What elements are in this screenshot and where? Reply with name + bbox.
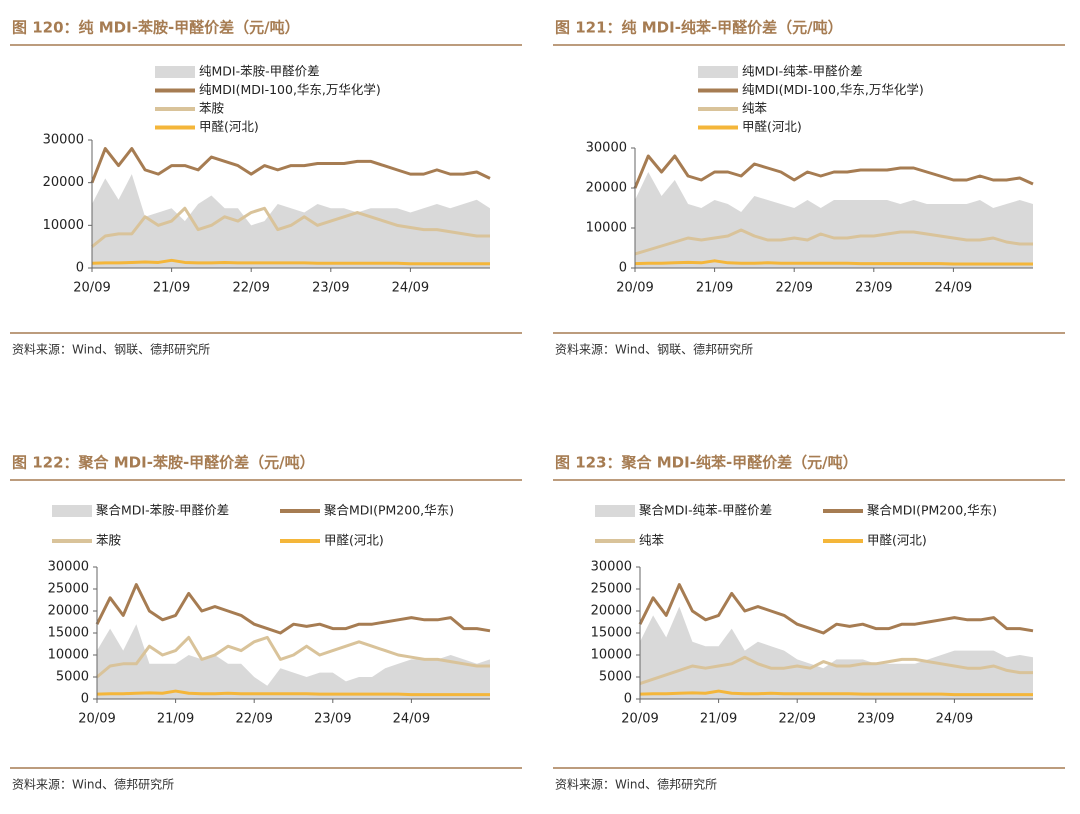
legend-swatch <box>155 66 195 78</box>
figure-title: 图 121：纯 MDI-纯苯-甲醛价差（元/吨） <box>555 19 843 37</box>
y-tick-label: 30000 <box>591 560 632 575</box>
source-note: 资料来源：Wind、钢联、德邦研究所 <box>12 342 210 357</box>
legend-label: 甲醛(河北) <box>199 119 259 134</box>
x-tick-label: 22/09 <box>778 712 815 727</box>
figure-title: 图 123：聚合 MDI-纯苯-甲醛价差（元/吨） <box>555 454 858 472</box>
y-tick-label: 25000 <box>591 582 632 597</box>
spread-area <box>640 606 1033 699</box>
y-tick-label: 30000 <box>586 141 627 156</box>
series-line <box>95 583 491 635</box>
spread-area <box>97 624 490 699</box>
series-line <box>638 583 1034 635</box>
y-tick-label: 20000 <box>586 181 627 196</box>
legend-swatch <box>595 505 635 517</box>
y-tick-label: 30000 <box>43 133 84 148</box>
figure-title: 图 120：纯 MDI-苯胺-甲醛价差（元/吨） <box>12 19 300 37</box>
legend-label: 甲醛(河北) <box>742 119 802 134</box>
y-tick-label: 0 <box>76 261 84 276</box>
x-tick-label: 20/09 <box>621 712 658 727</box>
source-note: 资料来源：Wind、钢联、德邦研究所 <box>555 342 753 357</box>
figure-title: 图 122：聚合 MDI-苯胺-甲醛价差（元/吨） <box>12 454 315 472</box>
y-tick-label: 10000 <box>586 221 627 236</box>
x-tick-label: 20/09 <box>78 712 115 727</box>
legend-label: 纯MDI(MDI-100,华东,万华化学) <box>199 82 381 97</box>
series-line <box>633 154 1034 189</box>
y-tick-label: 5000 <box>599 670 632 685</box>
x-tick-label: 21/09 <box>696 281 733 296</box>
legend-swatch <box>52 505 92 517</box>
y-tick-label: 20000 <box>591 604 632 619</box>
y-tick-label: 20000 <box>43 175 84 190</box>
x-tick-label: 24/09 <box>393 712 430 727</box>
series-line <box>634 259 1033 266</box>
y-tick-label: 0 <box>624 692 632 707</box>
x-tick-label: 23/09 <box>855 281 892 296</box>
series-line <box>91 258 490 266</box>
series-line <box>634 228 1033 256</box>
x-tick-label: 21/09 <box>700 712 737 727</box>
legend-label: 甲醛(河北) <box>867 533 927 548</box>
y-tick-label: 0 <box>81 692 89 707</box>
y-tick-label: 0 <box>619 261 627 276</box>
legend-swatch <box>698 66 738 78</box>
x-tick-label: 21/09 <box>157 712 194 727</box>
source-note: 资料来源：Wind、德邦研究所 <box>555 777 717 792</box>
legend-label: 纯MDI-苯胺-甲醛价差 <box>199 64 320 79</box>
x-tick-label: 23/09 <box>314 712 351 727</box>
series-line <box>639 655 1033 686</box>
legend-label: 聚合MDI-纯苯-甲醛价差 <box>639 503 772 518</box>
spread-area <box>635 172 1033 268</box>
y-tick-label: 5000 <box>56 670 89 685</box>
series-line <box>90 147 491 184</box>
y-tick-label: 15000 <box>48 626 89 641</box>
y-tick-label: 25000 <box>48 582 89 597</box>
y-tick-label: 10000 <box>48 648 89 663</box>
x-tick-label: 24/09 <box>935 281 972 296</box>
y-tick-label: 30000 <box>48 560 89 575</box>
x-tick-label: 22/09 <box>232 281 269 296</box>
x-tick-label: 24/09 <box>936 712 973 727</box>
legend-label: 聚合MDI(PM200,华东) <box>867 503 997 518</box>
x-tick-label: 24/09 <box>392 281 429 296</box>
legend-label: 苯胺 <box>199 101 224 116</box>
y-tick-label: 15000 <box>591 626 632 641</box>
source-note: 资料来源：Wind、德邦研究所 <box>12 777 174 792</box>
series-line <box>96 689 490 697</box>
legend-label: 聚合MDI-苯胺-甲醛价差 <box>96 503 229 518</box>
x-tick-label: 20/09 <box>73 281 110 296</box>
x-tick-label: 22/09 <box>235 712 272 727</box>
y-tick-label: 20000 <box>48 604 89 619</box>
series-line <box>639 689 1033 697</box>
legend-label: 甲醛(河北) <box>324 533 384 548</box>
legend-label: 纯苯 <box>639 533 665 548</box>
legend-label: 纯苯 <box>742 101 768 116</box>
legend-label: 纯MDI(MDI-100,华东,万华化学) <box>742 82 924 97</box>
legend-label: 苯胺 <box>96 533 121 548</box>
series-line <box>91 206 490 248</box>
y-tick-label: 10000 <box>43 218 84 233</box>
series-line <box>96 635 490 679</box>
x-tick-label: 23/09 <box>312 281 349 296</box>
legend-label: 纯MDI-纯苯-甲醛价差 <box>742 64 863 79</box>
x-tick-label: 20/09 <box>616 281 653 296</box>
y-tick-label: 10000 <box>591 648 632 663</box>
x-tick-label: 21/09 <box>153 281 190 296</box>
x-tick-label: 22/09 <box>775 281 812 296</box>
spread-area <box>92 174 490 268</box>
legend-label: 聚合MDI(PM200,华东) <box>324 503 454 518</box>
x-tick-label: 23/09 <box>857 712 894 727</box>
